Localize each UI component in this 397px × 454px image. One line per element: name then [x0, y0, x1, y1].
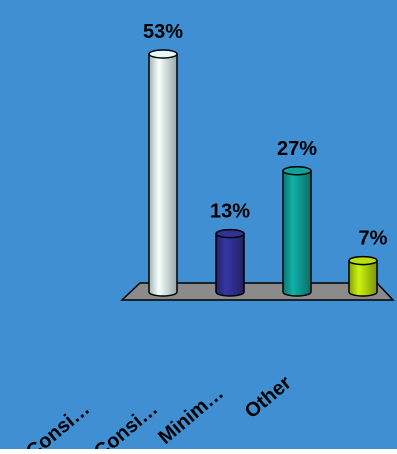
data-label-2: 13% [210, 201, 250, 223]
bar-top-2 [215, 228, 245, 239]
bar-body-1 [148, 53, 178, 297]
data-label-3: 27% [277, 138, 317, 160]
bar-top-3 [282, 166, 312, 176]
data-label-1: 53% [143, 21, 183, 43]
bar-2 [215, 228, 245, 297]
bar-top-4 [348, 255, 378, 266]
bar-body-4 [348, 259, 378, 297]
bar-top-1 [148, 49, 178, 59]
bar-4 [348, 255, 378, 297]
bar-1 [148, 49, 178, 297]
bars-layer [148, 49, 378, 297]
data-label-4: 7% [359, 228, 388, 250]
value-labels-layer: 53% 13% 27% 7% [143, 21, 388, 250]
bar-body-3 [282, 170, 312, 297]
bar-body-2 [215, 232, 245, 297]
bar-3 [282, 166, 312, 297]
